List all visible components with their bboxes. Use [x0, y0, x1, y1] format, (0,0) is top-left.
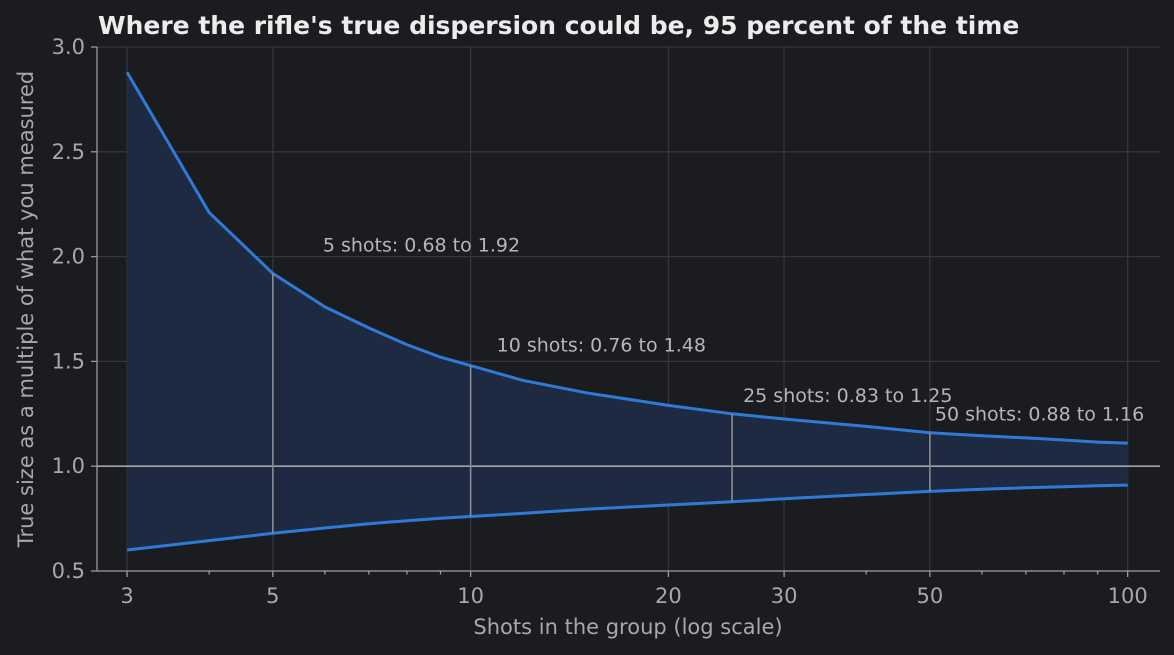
y-tick-label: 2.0	[52, 245, 85, 269]
y-axis-label: True size as a multiple of what you meas…	[14, 71, 38, 549]
x-tick-label: 20	[655, 584, 682, 608]
y-tick-label: 3.0	[52, 35, 85, 59]
annotation-label: 10 shots: 0.76 to 1.48	[497, 335, 706, 357]
y-tick-label: 2.5	[52, 140, 85, 164]
annotation-markers: 5 shots: 0.68 to 1.92 10 shots: 0.76 to 1…	[272, 234, 1144, 534]
x-tick-label: 3	[120, 584, 133, 608]
chart-title: Where the rifle's true dispersion could …	[98, 11, 1019, 40]
y-tick-label: 1.5	[52, 349, 85, 373]
annotation-label: 25 shots: 0.83 to 1.25	[743, 385, 952, 407]
x-tick-label: 50	[917, 584, 944, 608]
y-tick-label: 0.5	[52, 559, 85, 583]
annotation-label: 5 shots: 0.68 to 1.92	[323, 234, 520, 256]
x-axis-label: Shots in the group (log scale)	[473, 615, 782, 639]
confidence-band	[127, 72, 1128, 550]
series-lines	[97, 71, 1160, 552]
annotation-label: 50 shots: 0.88 to 1.16	[935, 404, 1144, 426]
x-tick-label: 100	[1108, 584, 1148, 608]
x-tick-label: 10	[457, 584, 484, 608]
x-tick-label: 5	[266, 584, 279, 608]
y-tick-label: 1.0	[52, 454, 85, 478]
axes: 0.5 1.0 1.5 2.0 2.5 3.0 3 5 10 20 30 50 100	[52, 35, 1160, 608]
confidence-band-layer	[127, 72, 1128, 550]
x-tick-label: 30	[771, 584, 798, 608]
upper-bound-line	[125, 71, 1128, 445]
lower-bound-line	[126, 483, 1128, 552]
